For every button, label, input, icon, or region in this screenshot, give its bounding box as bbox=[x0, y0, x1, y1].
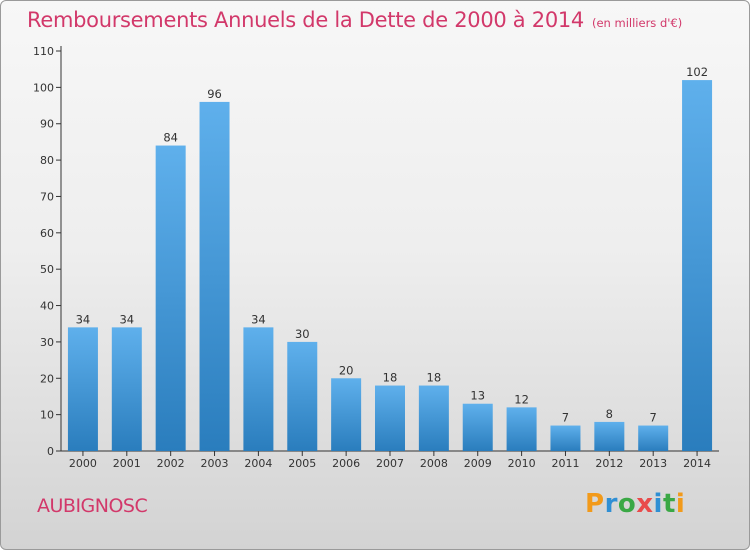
bar-2005 bbox=[287, 341, 318, 451]
bar-2004 bbox=[243, 327, 274, 451]
x-tick-label: 2007 bbox=[376, 457, 404, 470]
y-tick-label: 80 bbox=[40, 154, 54, 167]
logo-letter: P bbox=[585, 489, 605, 519]
bar-2011 bbox=[550, 425, 581, 451]
bar-2009 bbox=[462, 403, 493, 451]
bar-2010 bbox=[506, 407, 537, 451]
data-label-2003: 96 bbox=[207, 87, 222, 101]
x-tick-label: 2011 bbox=[551, 457, 579, 470]
data-label-2014: 102 bbox=[686, 65, 708, 79]
y-tick-label: 60 bbox=[40, 227, 54, 240]
data-label-2010: 12 bbox=[514, 392, 529, 406]
x-tick-label: 2001 bbox=[113, 457, 141, 470]
x-tick-label: 2006 bbox=[332, 457, 360, 470]
data-label-2011: 7 bbox=[562, 411, 569, 425]
data-label-2002: 84 bbox=[163, 131, 178, 145]
y-tick-label: 110 bbox=[33, 45, 54, 58]
chart-title-block: Remboursements Annuels de la Dette de 20… bbox=[27, 8, 682, 32]
bar-2014 bbox=[682, 80, 713, 451]
x-tick-label: 2003 bbox=[201, 457, 229, 470]
data-label-2006: 20 bbox=[339, 363, 354, 377]
y-tick-label: 20 bbox=[40, 372, 54, 385]
logo-letter: x bbox=[636, 489, 654, 519]
chart-title: Remboursements Annuels de la Dette de 20… bbox=[27, 8, 584, 32]
bar-2006 bbox=[331, 378, 362, 451]
y-tick-label: 30 bbox=[40, 336, 54, 349]
data-label-2007: 18 bbox=[383, 371, 398, 385]
y-tick-label: 90 bbox=[40, 118, 54, 131]
bar-2007 bbox=[375, 385, 405, 451]
bar-2008 bbox=[418, 385, 449, 451]
chart-unit: (en milliers d'€) bbox=[592, 16, 683, 30]
y-axis: 0 10 20 30 40 50 60 70 80 90 100 110 bbox=[33, 45, 62, 458]
x-tick-label: 2000 bbox=[69, 457, 97, 470]
x-tick-label: 2009 bbox=[464, 457, 492, 470]
proxiti-logo[interactable]: Proxiti bbox=[585, 489, 685, 519]
data-label-2005: 30 bbox=[295, 327, 310, 341]
x-tick-label: 2002 bbox=[157, 457, 185, 470]
logo-letter: r bbox=[604, 489, 618, 519]
x-tick-label: 2014 bbox=[683, 457, 711, 470]
data-label-2004: 34 bbox=[251, 312, 266, 326]
y-tick-label: 100 bbox=[33, 81, 54, 94]
data-labels-group: 34 34 84 96 34 30 20 18 18 13 12 7 8 7 102 bbox=[76, 65, 708, 424]
x-axis: 2000 2001 2002 2003 2004 2005 2006 2007 2008 2009… bbox=[61, 450, 719, 470]
x-tick-label: 2005 bbox=[288, 457, 316, 470]
logo-letter: i bbox=[675, 489, 686, 519]
data-label-2000: 34 bbox=[76, 312, 91, 326]
x-tick-label: 2010 bbox=[508, 457, 536, 470]
bar-2000 bbox=[67, 327, 98, 451]
y-tick-label: 70 bbox=[40, 190, 54, 203]
data-label-2008: 18 bbox=[427, 371, 442, 385]
logo-letter: t bbox=[662, 489, 676, 519]
data-label-2012: 8 bbox=[606, 407, 613, 421]
bar-2012 bbox=[594, 421, 625, 451]
y-tick-label: 50 bbox=[40, 263, 54, 276]
y-tick-label: 40 bbox=[40, 300, 54, 313]
x-tick-label: 2008 bbox=[420, 457, 448, 470]
y-tick-label: 10 bbox=[40, 409, 54, 422]
commune-name: AUBIGNOSC bbox=[37, 495, 148, 517]
logo-letter: i bbox=[653, 489, 663, 519]
x-tick-label: 2012 bbox=[595, 457, 623, 470]
x-tick-label: 2013 bbox=[639, 457, 667, 470]
data-label-2013: 7 bbox=[650, 411, 657, 425]
bars-group bbox=[67, 80, 713, 451]
bar-2003 bbox=[199, 101, 230, 451]
bar-2013 bbox=[638, 425, 669, 451]
bar-2002 bbox=[155, 145, 186, 451]
bar-2001 bbox=[111, 327, 142, 451]
x-tick-label: 2004 bbox=[244, 457, 272, 470]
data-label-2001: 34 bbox=[119, 312, 134, 326]
data-label-2009: 13 bbox=[470, 389, 485, 403]
y-tick-label: 0 bbox=[47, 445, 54, 458]
logo-letter: o bbox=[617, 489, 637, 519]
